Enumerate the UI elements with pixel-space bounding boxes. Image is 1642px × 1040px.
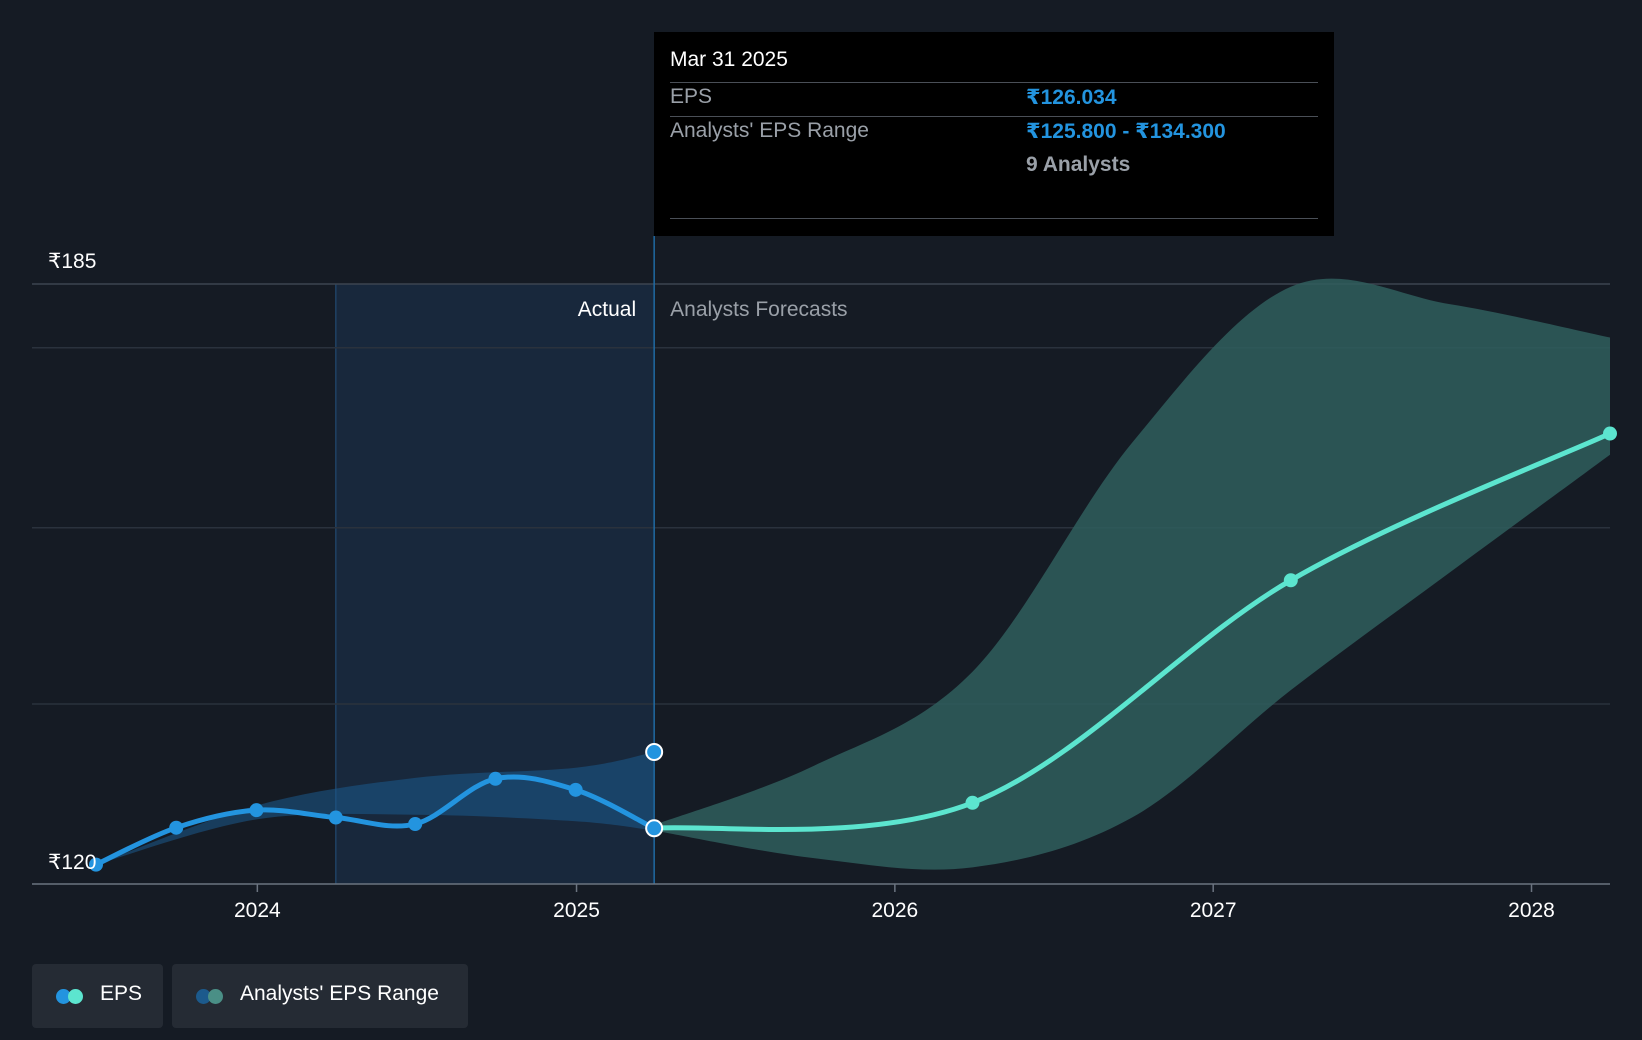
forecast-range-band <box>654 278 1610 870</box>
forecast-label: Analysts Forecasts <box>670 298 847 321</box>
eps-actual-point <box>645 819 664 838</box>
actual-label: Actual <box>578 298 636 321</box>
tooltip-analyst-count: 9 Analysts <box>1026 153 1131 176</box>
legend-range-label: Analysts' EPS Range <box>240 982 439 1005</box>
eps-points <box>89 426 1617 872</box>
eps-actual-point <box>568 782 583 797</box>
legend-eps-label: EPS <box>100 982 143 1005</box>
x-tick-label: 2025 <box>553 899 600 922</box>
legend-eps[interactable]: EPS <box>32 964 163 1028</box>
range-high-point <box>645 743 664 761</box>
tooltip-divider <box>670 218 1318 219</box>
y-tick-top: ₹185 <box>48 250 96 273</box>
range-forecast-swatch-icon <box>208 989 223 1004</box>
eps-forecast-point <box>1603 426 1617 441</box>
tooltip-eps-label: EPS <box>670 85 713 108</box>
x-tick-labels: 2024 2025 2026 2027 2028 <box>234 884 1555 922</box>
tooltip-date: Mar 31 2025 <box>670 48 788 71</box>
x-tick-label: 2024 <box>234 899 281 922</box>
eps-forecast-swatch-icon <box>68 989 83 1004</box>
eps-actual-point <box>89 857 103 872</box>
tooltip-eps-value: ₹126.034 <box>1026 86 1117 109</box>
eps-actual-point <box>249 803 264 818</box>
legend-eps-range[interactable]: Analysts' EPS Range <box>172 964 468 1028</box>
eps-actual-swatch-icon <box>56 989 71 1004</box>
tooltip-divider <box>670 116 1318 117</box>
actual-range-band <box>96 752 655 865</box>
x-tick-label: 2027 <box>1190 899 1237 922</box>
eps-actual-point <box>488 771 503 786</box>
tooltip-divider <box>670 82 1318 83</box>
x-tick-label: 2026 <box>872 899 919 922</box>
tooltip-range-value: ₹125.800 - ₹134.300 <box>1026 120 1226 143</box>
tooltip: Mar 31 2025 EPS ₹126.034 Analysts' EPS R… <box>654 32 1334 236</box>
eps-actual-point <box>328 810 343 825</box>
range-actual-swatch-icon <box>196 989 211 1004</box>
forecast-eps-line <box>651 431 1613 833</box>
eps-actual-point <box>169 820 184 835</box>
tooltip-range-label: Analysts' EPS Range <box>670 119 869 142</box>
eps-forecast-point <box>1283 573 1298 588</box>
x-tick-label: 2028 <box>1508 899 1555 922</box>
eps-forecast-point <box>965 795 980 810</box>
y-tick-bottom: ₹120 <box>48 851 96 874</box>
eps-actual-point <box>408 817 423 831</box>
